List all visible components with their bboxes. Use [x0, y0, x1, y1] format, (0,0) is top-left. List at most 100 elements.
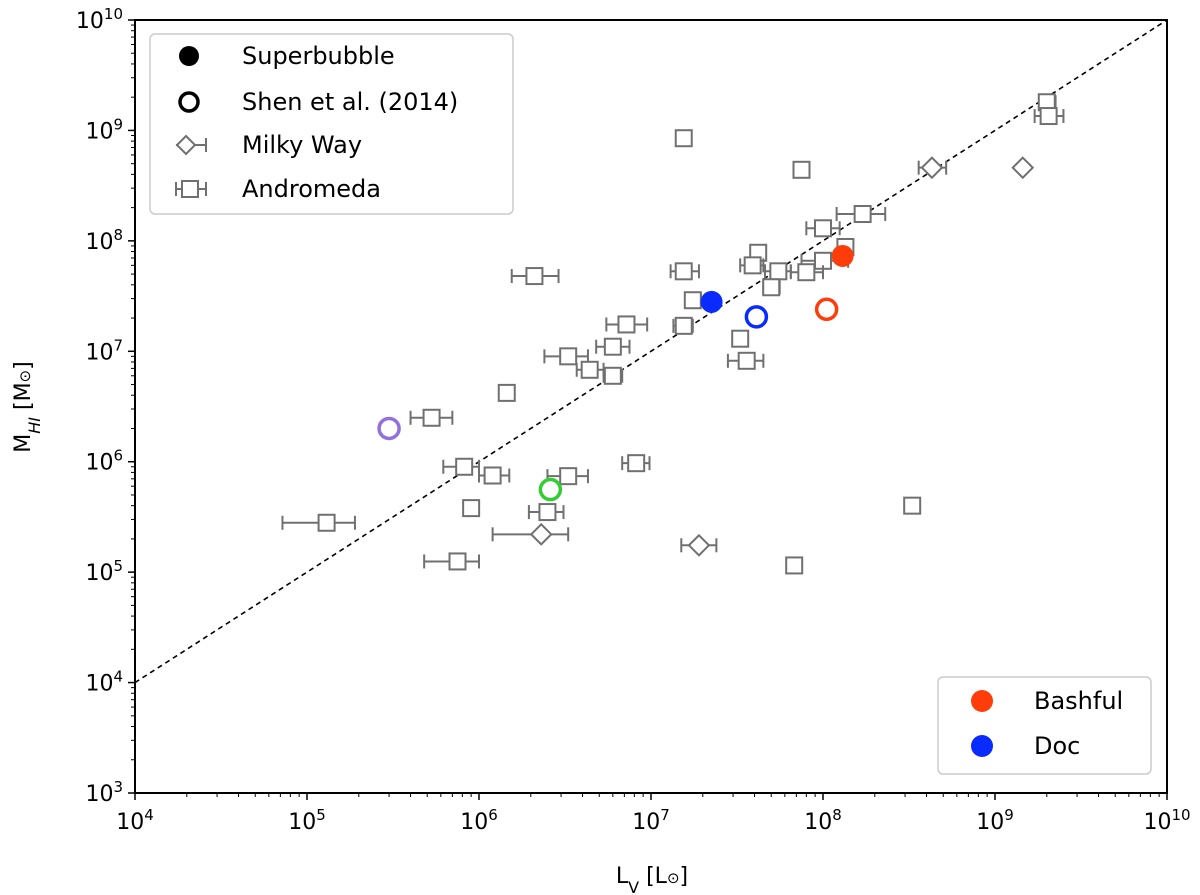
andromeda-point [1033, 107, 1065, 126]
x-tick-label: 105 [288, 806, 326, 835]
andromeda-point [442, 457, 480, 476]
square-marker [797, 263, 816, 282]
legend-label-superbubble: Superbubble [242, 42, 395, 70]
square-marker [762, 278, 781, 297]
andromeda-point [739, 256, 765, 275]
x-axis-label-main: L [616, 864, 629, 889]
andromeda-point [595, 337, 631, 356]
reference-line-dashed [134, 19, 1168, 684]
square-marker [603, 337, 622, 356]
diamond-marker [687, 533, 711, 557]
square-marker [903, 496, 922, 515]
square-marker [785, 556, 804, 575]
square-marker [683, 291, 702, 310]
shen-point-bashful [814, 297, 839, 322]
y-tick-label: 105 [85, 557, 123, 586]
y-axis-label-unit-close: ] [11, 361, 36, 370]
x-tick-label: 107 [632, 806, 670, 835]
shen-point-doc [744, 305, 769, 329]
square-marker [455, 457, 474, 476]
square-marker [737, 351, 756, 370]
x-axis-label-unit-open: [L [639, 864, 668, 889]
legend-marker-diamond [175, 134, 207, 156]
square-marker [1039, 107, 1058, 126]
x-tick-label: 104 [116, 806, 154, 835]
y-axis-label: MHI [M⊙] [11, 361, 44, 452]
andromeda-point [903, 496, 922, 515]
x-axis-label-sub: V [628, 878, 639, 895]
legend-galaxy-colors: Bashful Doc [937, 676, 1152, 775]
diamond-marker [529, 522, 553, 546]
milky-way-point [917, 156, 948, 180]
legend-marker-doc [971, 735, 993, 757]
series-shen-et-al-2014 [377, 297, 839, 502]
square-marker [617, 315, 636, 334]
shen-point-purple [377, 416, 401, 441]
legend-label-shen: Shen et al. (2014) [242, 88, 458, 116]
y-tick-label: 103 [85, 778, 123, 807]
x-axis-label: LV [L⊙] [616, 864, 688, 895]
square-marker [853, 205, 872, 224]
legend-label-andromeda: Andromeda [242, 175, 381, 203]
square-marker [674, 262, 693, 281]
square-marker [497, 383, 516, 402]
andromeda-point [731, 329, 750, 348]
andromeda-point [605, 315, 649, 334]
reference-line-layer [134, 19, 1168, 684]
andromeda-point [409, 408, 454, 427]
legend-label-bashful: Bashful [1034, 687, 1123, 715]
legend-box [149, 33, 514, 215]
andromeda-point [462, 499, 481, 518]
x-tick-label: 1010 [1143, 806, 1190, 835]
legend-marker-square [175, 180, 207, 198]
superbubble-point-bashful [831, 244, 854, 267]
square-marker [814, 219, 832, 238]
andromeda-point [669, 262, 700, 281]
series-superbubble [700, 244, 854, 313]
andromeda-point [792, 160, 811, 179]
square-marker [422, 408, 441, 427]
x-tick-label: 109 [976, 806, 1014, 835]
square-marker [603, 366, 622, 385]
legend-marker-types: Superbubble Shen et al. (2014) Milky Way… [149, 33, 514, 215]
legend-label-doc: Doc [1034, 732, 1080, 760]
square-marker [580, 360, 599, 379]
data-points-layer [281, 93, 1065, 575]
square-marker [674, 316, 693, 335]
y-tick-label: 104 [85, 668, 123, 697]
andromeda-point [497, 383, 516, 402]
y-tick-label: 1010 [76, 5, 123, 34]
square-marker [792, 160, 811, 179]
square-marker [559, 467, 578, 486]
andromeda-point [789, 263, 824, 282]
axis-ticks-layer: 104 105 106 107 108 109 1010103104105106107108… [76, 5, 1191, 835]
square-marker [743, 256, 762, 275]
square-marker [538, 503, 557, 522]
andromeda-point [674, 129, 693, 148]
andromeda-point [762, 278, 781, 297]
x-axis-label-unit-close: ] [680, 864, 689, 889]
square-marker [462, 499, 481, 518]
andromeda-point [602, 366, 624, 385]
andromeda-point [805, 219, 841, 238]
series-milky-way [491, 156, 1035, 557]
x-tick-label: 106 [460, 806, 498, 835]
andromeda-point [726, 351, 765, 370]
andromeda-point [510, 267, 560, 286]
y-tick-label: 106 [85, 447, 123, 476]
y-tick-label: 108 [85, 226, 123, 255]
andromeda-point [672, 316, 694, 335]
legend-marker-open-circle [178, 91, 200, 113]
square-marker [317, 513, 336, 532]
square-marker [627, 454, 646, 473]
andromeda-point [683, 291, 702, 310]
andromeda-point [785, 556, 804, 575]
diamond-marker [1011, 156, 1035, 180]
y-axis-label-main: M [11, 434, 36, 453]
y-tick-label: 109 [85, 115, 123, 144]
legend-label-milky-way: Milky Way [242, 131, 362, 159]
x-tick-label: 108 [804, 806, 842, 835]
y-axis-label-unit-open: [M [11, 382, 36, 417]
y-tick-label: 107 [85, 336, 123, 365]
